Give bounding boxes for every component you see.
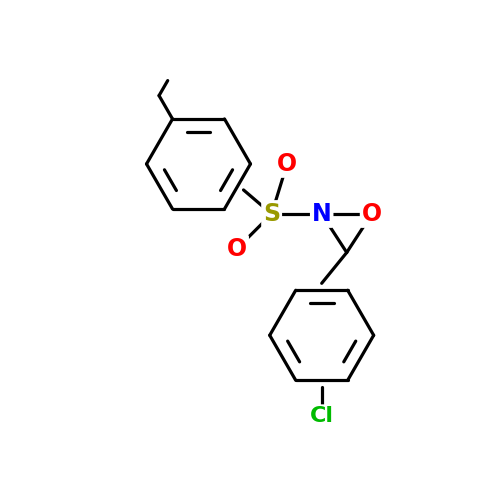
Text: O: O xyxy=(277,152,297,176)
Text: O: O xyxy=(362,202,382,226)
Text: S: S xyxy=(263,202,280,226)
Text: Cl: Cl xyxy=(310,406,334,426)
Text: N: N xyxy=(312,202,332,226)
Text: O: O xyxy=(227,236,247,260)
